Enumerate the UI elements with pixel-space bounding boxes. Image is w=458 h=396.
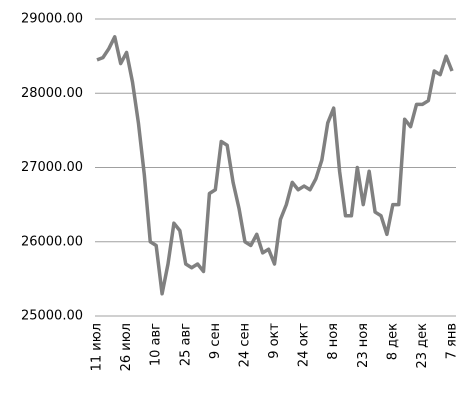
x-tick-label: 24 окт bbox=[297, 323, 312, 367]
x-tick-label: 9 окт bbox=[267, 323, 282, 359]
y-tick-label: 28000.00 bbox=[21, 86, 83, 101]
x-tick-label: 26 июл bbox=[119, 323, 134, 371]
x-tick-label: 7 янв bbox=[445, 323, 458, 359]
y-tick-label: 26000.00 bbox=[21, 234, 83, 249]
y-tick-label: 25000.00 bbox=[21, 309, 83, 324]
x-tick-label: 9 сен bbox=[208, 323, 223, 359]
x-tick-label: 11 июл bbox=[90, 323, 105, 371]
line bbox=[97, 37, 452, 294]
y-tick-label: 29000.00 bbox=[21, 12, 83, 27]
x-tick-label: 10 авг bbox=[149, 323, 164, 366]
x-tick-label: 23 дек bbox=[415, 323, 430, 369]
x-tick-label: 8 ноя bbox=[326, 323, 341, 360]
x-tick-label: 24 сен bbox=[237, 323, 252, 367]
y-tick-label: 27000.00 bbox=[21, 160, 83, 175]
x-tick-label: 8 дек bbox=[385, 323, 400, 360]
x-tick-label: 25 авг bbox=[178, 323, 193, 366]
x-tick-label: 23 ноя bbox=[356, 323, 371, 368]
